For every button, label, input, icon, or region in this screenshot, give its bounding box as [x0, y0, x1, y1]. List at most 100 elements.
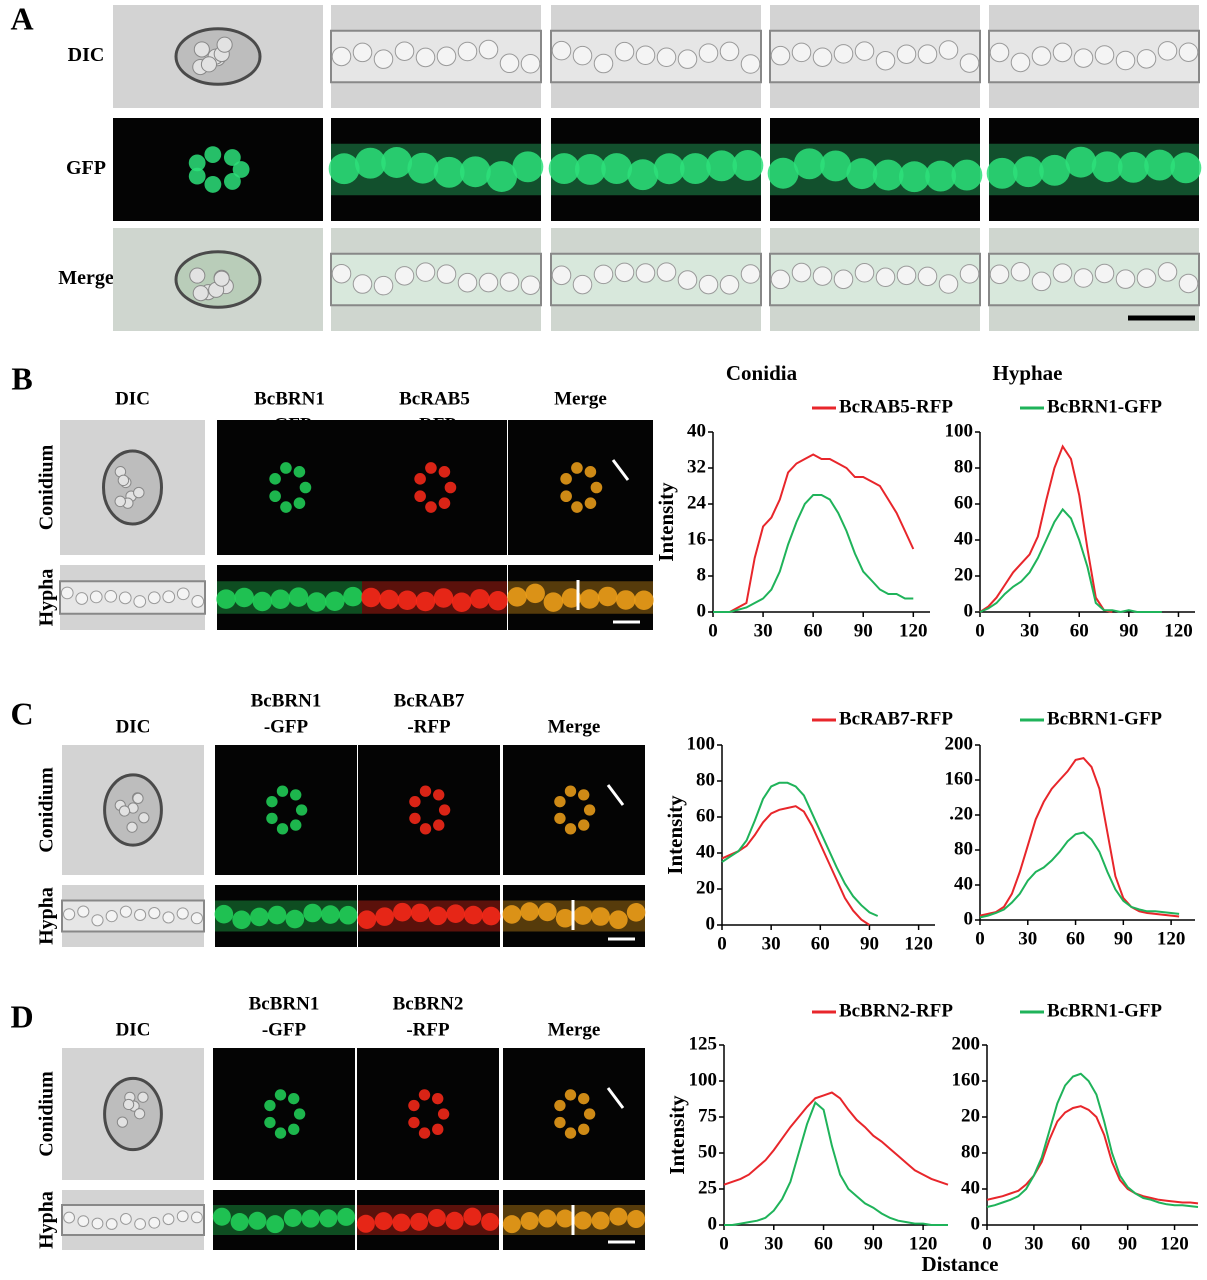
row-label: Conidium [36, 767, 58, 853]
micrograph [548, 118, 764, 221]
micrograph [62, 1048, 204, 1180]
line-scan [606, 784, 625, 806]
column-header: BcBRN1 [251, 690, 322, 711]
vacuole [989, 42, 1010, 63]
vacuole [120, 1213, 132, 1225]
signal [427, 1208, 446, 1227]
vacuole [614, 262, 635, 283]
x-tick-label: 90 [1114, 928, 1133, 949]
vacuole [1157, 41, 1178, 61]
signal [481, 906, 501, 926]
signal [446, 904, 465, 923]
vacuole [373, 49, 394, 69]
vacuole [1136, 268, 1157, 288]
vacuole [656, 47, 677, 68]
micrograph [217, 420, 362, 555]
row-label: Hypha [36, 569, 58, 627]
signal [321, 905, 340, 924]
signal [264, 1116, 276, 1129]
signal [414, 490, 426, 503]
y-tick-label: 160 [945, 768, 974, 789]
micrograph [503, 1048, 645, 1180]
signal [374, 1212, 393, 1231]
y-axis-label: Intensity [654, 482, 678, 562]
row-label: Hypha [36, 887, 58, 945]
micrograph [62, 745, 204, 875]
series-line [986, 1105, 1199, 1205]
signal [898, 161, 930, 193]
column-header: -GFP [264, 716, 309, 737]
signal [438, 465, 451, 478]
vacuole [1031, 46, 1052, 66]
vacuole [137, 1091, 149, 1103]
signal [425, 501, 437, 513]
vacuole [520, 275, 541, 295]
series-line [979, 831, 1180, 919]
micrograph [61, 1190, 205, 1250]
row-label: GFP [66, 157, 106, 179]
signal [1091, 151, 1123, 183]
y-tick-label: 200 [945, 733, 974, 754]
signal [276, 823, 289, 835]
y-tick-label: 0 [708, 1213, 718, 1234]
signal [554, 812, 566, 825]
micrograph [503, 745, 645, 875]
vacuole [457, 272, 478, 293]
vacuole [938, 40, 959, 60]
y-tick-label: 75 [698, 1105, 717, 1126]
vacuole [331, 46, 352, 67]
vacuole [138, 812, 150, 824]
x-tick-label: 120 [909, 1233, 938, 1254]
signal [293, 465, 306, 478]
signal [418, 1089, 431, 1101]
signal [538, 1209, 557, 1228]
x-tick-label: 0 [719, 1233, 729, 1254]
signal [250, 907, 269, 927]
vacuole [478, 272, 499, 293]
vacuole [499, 272, 520, 292]
y-tick-label: 20 [954, 564, 973, 585]
signal [303, 903, 322, 923]
vacuole [394, 41, 415, 61]
x-tick-label: 30 [764, 1233, 783, 1254]
vacuole [192, 285, 209, 302]
image-bg [358, 745, 500, 875]
signal [571, 462, 583, 474]
signal [293, 1108, 306, 1120]
vacuole [635, 263, 656, 283]
signal [418, 1127, 431, 1139]
vacuole [162, 911, 175, 924]
signal [512, 151, 544, 183]
signal [556, 1209, 575, 1228]
signal [437, 1108, 450, 1120]
vacuole [213, 270, 230, 287]
micrograph [357, 885, 501, 947]
vacuole [896, 265, 917, 286]
micrograph [357, 1048, 499, 1180]
column-header: DIC [116, 716, 151, 737]
x-tick-label: 0 [708, 620, 718, 641]
micrograph [356, 1190, 500, 1250]
signal [280, 462, 292, 474]
signal [626, 903, 646, 922]
vacuole [572, 45, 593, 66]
micrograph [358, 745, 500, 875]
micrograph [988, 228, 1200, 331]
signal [299, 481, 312, 494]
signal [288, 1092, 300, 1105]
signal [463, 1207, 482, 1226]
vacuole [1052, 42, 1073, 63]
signal [433, 588, 454, 608]
series-line [979, 756, 1180, 918]
series-line [724, 1100, 948, 1226]
signal [433, 819, 445, 831]
signal [337, 1207, 356, 1226]
vacuole [352, 42, 373, 63]
cell [102, 449, 163, 526]
y-tick-label: 16 [687, 528, 706, 549]
y-tick-label: 160 [952, 1069, 981, 1090]
image-bg [503, 1048, 645, 1180]
signal [679, 153, 711, 185]
micrograph [986, 118, 1202, 221]
vacuole [91, 1217, 104, 1230]
